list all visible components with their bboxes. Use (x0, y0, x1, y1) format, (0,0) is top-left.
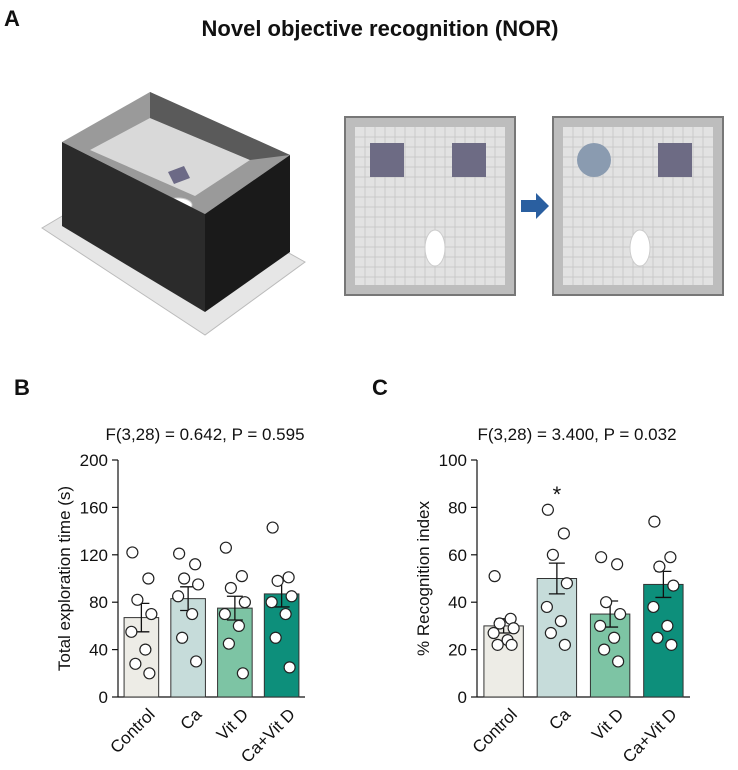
x-tick-label: Control (106, 705, 158, 757)
data-point (595, 551, 608, 564)
x-tick-label: Vit D (213, 705, 252, 744)
data-point (265, 596, 278, 609)
data-point (554, 615, 567, 628)
data-point (647, 600, 660, 614)
data-point (129, 657, 142, 670)
data-point (126, 546, 139, 559)
data-point (560, 577, 573, 590)
data-point (218, 607, 231, 621)
data-point (279, 607, 292, 621)
data-point (611, 558, 624, 571)
panel-label: A (4, 6, 20, 31)
data-point (176, 631, 189, 644)
data-point (487, 626, 500, 640)
data-point (142, 572, 155, 585)
y-tick-label: 20 (448, 641, 467, 660)
bar (263, 593, 300, 698)
data-point (178, 572, 191, 585)
data-point (594, 619, 607, 633)
data-point (190, 655, 203, 668)
x-tick-label: Ca (177, 704, 206, 733)
data-point (131, 593, 144, 606)
arena-panel (344, 116, 516, 296)
data-point (608, 631, 621, 644)
data-point (558, 638, 571, 651)
significance-marker: * (553, 482, 562, 507)
subtitle: F(3,28) = 0.642, P = 0.595 (105, 425, 304, 444)
data-point (653, 560, 666, 573)
bar (536, 578, 578, 698)
data-point (598, 643, 611, 656)
y-tick-label: 60 (448, 546, 467, 565)
y-tick-label: 100 (439, 451, 467, 470)
data-point (189, 558, 202, 571)
data-point (232, 619, 245, 633)
data-point (125, 625, 138, 638)
data-point (139, 643, 152, 656)
data-point (145, 607, 158, 621)
data-point (238, 596, 251, 609)
data-point (236, 667, 249, 680)
x-tick-label: Ca+Vit D (619, 705, 681, 765)
data-point (271, 574, 284, 587)
data-point (222, 637, 235, 650)
data-point (507, 622, 520, 635)
y-tick-label: 80 (89, 593, 108, 612)
data-point (648, 515, 661, 528)
arrow (521, 193, 549, 219)
figure-title: Novel objective recognition (NOR) (202, 16, 559, 41)
y-tick-label: 40 (89, 641, 108, 660)
y-tick-label: 200 (80, 451, 108, 470)
data-point (505, 638, 518, 651)
data-point (544, 626, 557, 640)
x-tick-label: Ca (545, 704, 574, 733)
data-point (143, 667, 156, 680)
data-point (219, 541, 232, 554)
data-point (269, 631, 282, 644)
panel-label: C (372, 375, 388, 400)
data-point (667, 579, 680, 592)
data-point (192, 578, 205, 591)
y-tick-label: 0 (458, 688, 467, 707)
data-point (172, 590, 185, 603)
y-axis-label: % Recognition index (414, 501, 433, 656)
data-point (614, 607, 627, 621)
data-point (282, 571, 295, 584)
data-point (493, 617, 506, 630)
data-point (541, 503, 554, 516)
data-point (600, 596, 613, 609)
data-point (661, 619, 674, 633)
x-tick-label: Vit D (588, 705, 627, 744)
error-bar (548, 562, 565, 595)
data-point (224, 581, 237, 595)
data-point (283, 661, 296, 674)
y-tick-label: 0 (99, 688, 108, 707)
data-point (612, 655, 625, 668)
data-point (491, 638, 504, 651)
y-tick-label: 120 (80, 546, 108, 565)
panel-label: B (14, 375, 30, 400)
y-tick-label: 160 (80, 498, 108, 517)
data-point (665, 638, 678, 651)
data-point (488, 570, 501, 583)
data-point (664, 551, 677, 564)
data-point (546, 548, 559, 561)
arena-illustration (41, 92, 306, 336)
y-tick-label: 40 (448, 593, 467, 612)
subtitle: F(3,28) = 3.400, P = 0.032 (477, 425, 676, 444)
data-point (285, 590, 298, 603)
data-point (186, 607, 199, 621)
y-tick-label: 80 (448, 498, 467, 517)
data-point (540, 600, 553, 614)
y-axis-label: Total exploration time (s) (55, 486, 74, 671)
arena-panel (552, 116, 724, 296)
bar (643, 583, 684, 698)
data-point (266, 521, 279, 534)
x-tick-label: Control (469, 705, 521, 757)
data-point (173, 547, 186, 560)
data-point (557, 527, 570, 540)
data-point (235, 570, 248, 583)
data-point (651, 631, 664, 644)
